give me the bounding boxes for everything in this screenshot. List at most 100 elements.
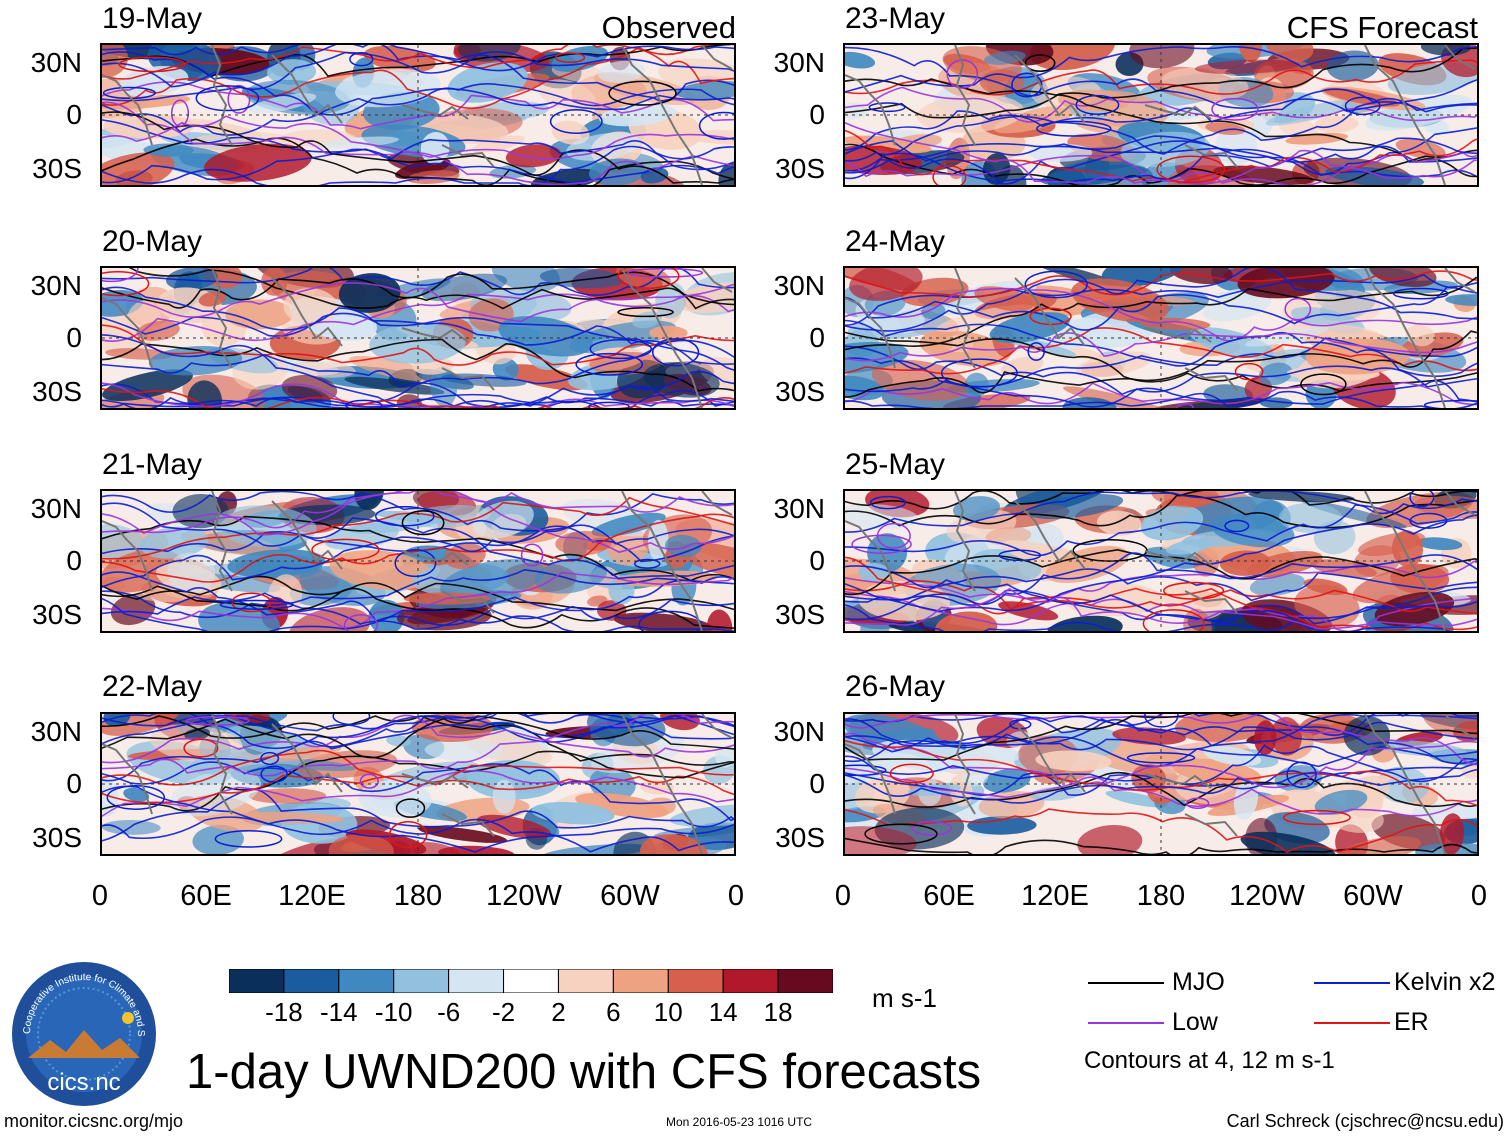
observed-wind-field	[102, 45, 734, 185]
longitude-label: 60W	[1343, 880, 1403, 912]
latitude-label: 30N	[773, 47, 825, 78]
colorbar-swatch	[777, 968, 834, 994]
colorbar-level-label: -6	[437, 997, 461, 1027]
forecast-map-panel	[843, 266, 1479, 410]
longitude-label: 60E	[180, 880, 232, 912]
legend-swatch-low	[1088, 1022, 1164, 1024]
observed-wind-field	[102, 268, 734, 408]
forecast-wind-field	[845, 45, 1477, 185]
latitude-label: 0	[809, 545, 825, 576]
colorbar-level-label: 18	[763, 997, 793, 1027]
colorbar-level-label: 14	[708, 997, 738, 1027]
observed-map-panel	[100, 266, 736, 410]
colorbar-swatch	[393, 968, 450, 994]
colorbar-level-label: -14	[320, 997, 358, 1027]
longitude-label: 120E	[1021, 880, 1089, 912]
latitude-label: 0	[66, 322, 82, 353]
legend-label-er: ER	[1394, 1008, 1429, 1036]
footer-timestamp: Mon 2016-05-23 1016 UTC	[666, 1115, 813, 1129]
forecast-wind-field	[845, 268, 1477, 408]
figure-title: 1-day UWND200 with CFS forecasts	[186, 1045, 982, 1099]
latitude-label: 30N	[30, 270, 82, 301]
legend-label-kelvin: Kelvin x2	[1394, 968, 1496, 996]
latitude-label: 30N	[30, 493, 82, 524]
latitude-label: 0	[66, 768, 82, 799]
longitude-label: 120W	[486, 880, 562, 912]
colorbar-swatch	[338, 968, 395, 994]
observed-date-label: 21-May	[102, 448, 203, 481]
colorbar-swatch	[612, 968, 669, 994]
longitude-label: 60W	[600, 880, 660, 912]
forecast-wind-field	[845, 491, 1477, 631]
latitude-label: 30S	[32, 822, 82, 853]
longitude-label: 0	[834, 880, 852, 912]
colorbar-level-label: -18	[265, 997, 303, 1027]
latitude-label: 30S	[32, 376, 82, 407]
latitude-label: 30S	[32, 599, 82, 630]
legend-label-low: Low	[1172, 1008, 1218, 1036]
latitude-label: 0	[66, 99, 82, 130]
colorbar	[228, 968, 834, 994]
longitude-label: 180	[393, 880, 443, 912]
legend-swatch-er	[1314, 1022, 1390, 1024]
colorbar-level-label: 2	[551, 997, 566, 1027]
latitude-label: 0	[66, 545, 82, 576]
colorbar-swatch	[283, 968, 340, 994]
observed-header: Observed	[601, 10, 736, 45]
observed-map-panel	[100, 489, 736, 633]
latitude-label: 30S	[775, 153, 825, 184]
observed-date-label: 20-May	[102, 225, 203, 258]
observed-map-panel	[100, 712, 736, 856]
observed-wind-field	[102, 491, 734, 631]
footer-url: monitor.cicsnc.org/mjo	[4, 1111, 184, 1131]
colorbar-swatch	[228, 968, 285, 994]
latitude-label: 30S	[775, 376, 825, 407]
latitude-label: 0	[809, 322, 825, 353]
colorbar-swatch	[557, 968, 614, 994]
latitude-label: 30N	[30, 47, 82, 78]
latitude-label: 30S	[775, 822, 825, 853]
colorbar-swatch	[448, 968, 505, 994]
colorbar-swatch	[503, 968, 559, 994]
longitude-label: 60E	[923, 880, 975, 912]
colorbar-swatch	[722, 968, 779, 994]
colorbar-level-label: 10	[653, 997, 683, 1027]
latitude-label: 30S	[32, 153, 82, 184]
contour-legend: MJO Kelvin x2 Low ER Contours at 4, 12 m…	[1084, 968, 1498, 1074]
legend-swatch-kelvin	[1314, 982, 1390, 984]
latitude-label: 30S	[775, 599, 825, 630]
longitude-label: 0	[91, 880, 109, 912]
longitude-label: 180	[1136, 880, 1186, 912]
legend-note: Contours at 4, 12 m s-1	[1084, 1047, 1335, 1074]
longitude-label: 0	[1470, 880, 1488, 912]
colorbar-units: m s-1	[872, 983, 937, 1013]
observed-wind-field	[102, 714, 734, 854]
latitude-label: 30N	[773, 270, 825, 301]
forecast-date-label: 23-May	[845, 2, 946, 35]
latitude-label: 0	[809, 99, 825, 130]
observed-date-label: 19-May	[102, 2, 203, 35]
forecast-date-label: 26-May	[845, 670, 946, 703]
colorbar-level-label: -2	[491, 997, 516, 1027]
colorbar-level-label: 6	[606, 997, 621, 1027]
forecast-map-panel	[843, 712, 1479, 856]
legend-swatch-mjo	[1088, 982, 1164, 984]
colorbar-level-label: -10	[374, 997, 413, 1027]
latitude-label: 30N	[773, 493, 825, 524]
forecast-wind-field	[845, 714, 1477, 854]
legend-label-mjo: MJO	[1172, 968, 1225, 996]
forecast-map-panel	[843, 489, 1479, 633]
footer-author: Carl Schreck (cjschrec@ncsu.edu)	[1226, 1111, 1504, 1131]
cics-logo: Cooperative Institute for Climate and Sa…	[7, 952, 158, 1108]
logo-text: cics.nc	[47, 1069, 120, 1096]
colorbar-swatch	[667, 968, 724, 994]
observed-date-label: 22-May	[102, 670, 203, 703]
latitude-label: 30N	[773, 716, 825, 747]
latitude-label: 0	[809, 768, 825, 799]
observed-map-panel	[100, 43, 736, 187]
forecast-date-label: 25-May	[845, 448, 946, 481]
longitude-label: 120W	[1229, 880, 1305, 912]
longitude-label: 0	[727, 880, 745, 912]
longitude-label: 120E	[278, 880, 346, 912]
colorbar-swatches	[228, 968, 834, 994]
